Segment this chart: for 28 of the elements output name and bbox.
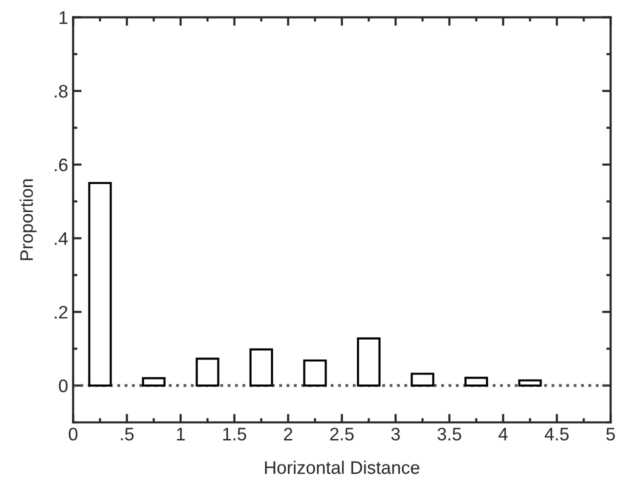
y-axis-title: Proportion [20, 179, 37, 260]
x-tick-label: 4.5 [544, 428, 569, 440]
y-tick-label: .6 [54, 158, 68, 172]
x-tick-label: 1 [176, 428, 185, 440]
bar [356, 337, 381, 387]
bar [88, 182, 112, 387]
bar [410, 372, 434, 387]
x-tick-label: 3 [391, 428, 400, 440]
x-tick-label: 3.5 [438, 428, 462, 440]
y-tick-label: .8 [54, 84, 68, 98]
x-tick-label: .5 [120, 428, 134, 440]
x-tick-label: 5 [606, 428, 615, 440]
y-tick-label: 0 [58, 379, 68, 392]
bar [196, 358, 220, 387]
x-tick-label: 4 [498, 428, 508, 440]
y-tick-label: 1 [60, 11, 68, 24]
x-tick-label: 2.5 [330, 428, 354, 440]
bar [464, 376, 488, 387]
y-tick-label: .4 [54, 232, 68, 245]
x-tick-label: 1.5 [223, 428, 246, 440]
bar [518, 379, 542, 387]
bar [249, 348, 274, 387]
bar [303, 359, 327, 387]
bar [142, 377, 166, 387]
x-tick-label: 2 [284, 428, 292, 440]
y-tick-label: .2 [54, 306, 68, 318]
x-axis-title: Horizontal Distance [265, 460, 420, 474]
x-tick-label: 0 [68, 428, 78, 440]
